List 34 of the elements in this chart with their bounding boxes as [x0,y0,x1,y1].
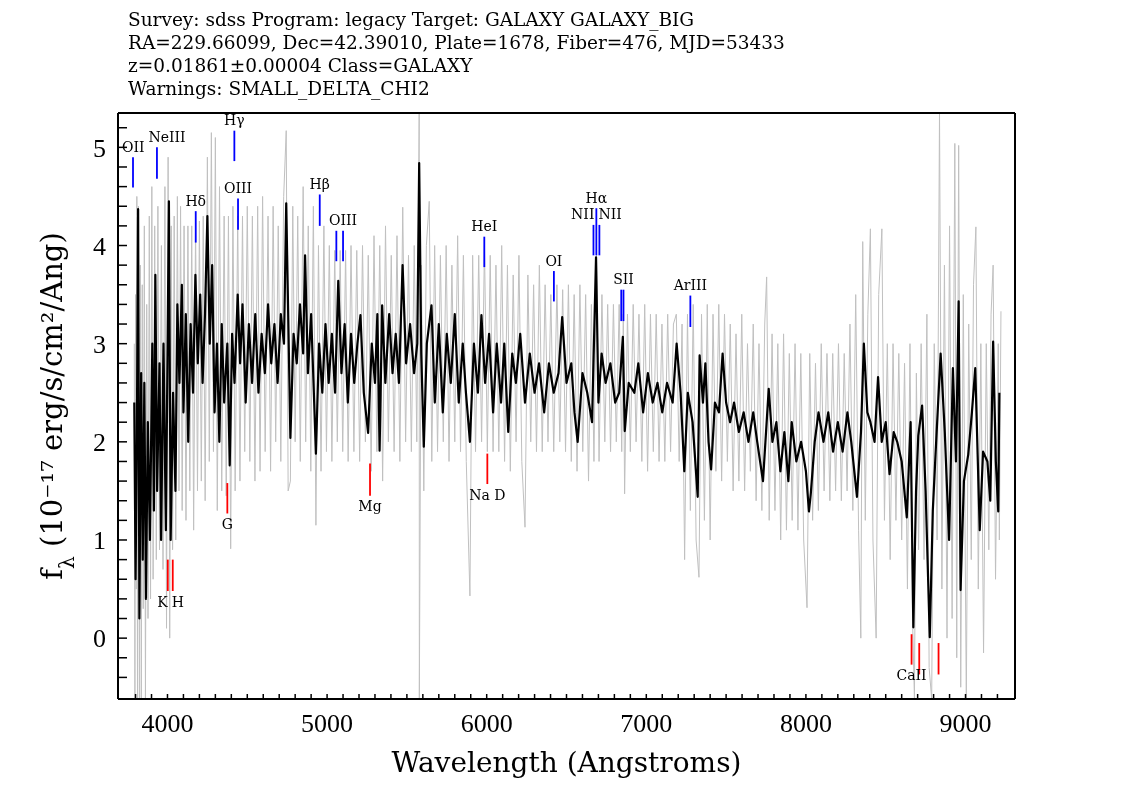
x-tick-label: 6000 [460,708,513,738]
annotation: HeI [471,218,498,235]
annotation: OIII [223,179,253,196]
x-tick-label: 9000 [939,708,992,738]
annotation: Hδ [185,192,207,209]
annotation: Na D [469,486,506,503]
y-tick-label: 5 [93,133,106,163]
x-tick-label: 8000 [779,708,832,738]
y-tick-label: 4 [93,231,106,261]
annotation: ArIII [672,277,708,294]
y-tick-label: 1 [93,526,106,556]
annotation: OII [122,138,145,155]
annotation: SII [613,271,634,288]
x-axis-title: Wavelength (Angstroms) [391,746,742,779]
x-tick-label: 4000 [141,708,194,738]
annotation: Hγ [224,112,245,129]
annotation: G [221,515,233,532]
annotation: CaII [896,667,927,684]
x-tick-label: 7000 [620,708,673,738]
annotation: NeIII [148,128,186,145]
annotation: OI [545,252,563,269]
y-tick-label: 3 [93,329,106,359]
chart-title: Survey: sdss Program: legacy Target: GALAXY GALAXY_BIG RA=229.66099, Dec=42.39010, Plate=1678, Fiber=476, MJD=53433 z=0.01861±0.00004 Class=GALAXY Warnings: SMALL_DELTA_CHI2 [128,8,785,100]
x-tick-label: 5000 [301,708,354,738]
y-tick-label: 2 [93,428,106,458]
annotation: H [171,593,185,610]
annotation: K [157,593,169,610]
annotation: Hα [585,189,608,206]
annotation: Mg [358,498,382,515]
annotation: NII [571,206,595,223]
annotation: OIII [329,212,358,229]
y-tick-label: 0 [93,624,106,654]
annotation: NII [598,206,622,223]
annotation: Hβ [309,175,330,192]
